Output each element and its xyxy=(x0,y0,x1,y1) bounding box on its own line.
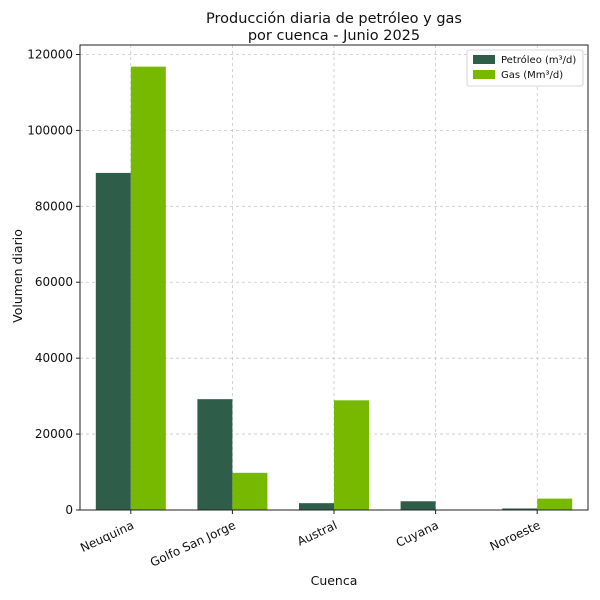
y-tick-label: 100000 xyxy=(27,123,73,137)
bar-gas-0 xyxy=(130,66,166,511)
chart-title-line-2: por cuenca - Junio 2025 xyxy=(248,28,420,44)
bar-gas-2 xyxy=(334,400,369,510)
y-tick-label: 60000 xyxy=(35,275,73,289)
y-tick-label: 40000 xyxy=(35,351,73,365)
bar-petroleo-4 xyxy=(502,508,538,510)
bar-petroleo-2 xyxy=(299,503,334,510)
x-tick-label: Cuyana xyxy=(394,518,441,550)
plot-frame xyxy=(79,44,589,511)
legend-frame xyxy=(466,49,584,87)
bar-gas-1 xyxy=(232,472,268,510)
bar-gas-4 xyxy=(537,498,573,510)
chart-title-line-1: Producción diaria de petróleo y gas xyxy=(206,11,462,27)
x-tick-label: Austral xyxy=(295,518,339,549)
bar-petroleo-0 xyxy=(95,172,131,510)
legend: Petróleo (m³/d) Gas (Mm³/d) xyxy=(466,49,584,87)
bar-petroleo-3 xyxy=(400,501,436,510)
y-tick-label: 20000 xyxy=(35,427,73,441)
y-axis-label: Volumen diario xyxy=(10,229,25,323)
y-tick-label: 80000 xyxy=(35,199,73,213)
y-tick-label: 0 xyxy=(65,503,73,517)
legend-label-gas: Gas (Mm³/d) xyxy=(501,70,563,81)
x-tick-label: Noroeste xyxy=(488,518,543,554)
bar-petroleo-1 xyxy=(197,399,233,510)
x-tick-label: Golfo San Jorge xyxy=(148,518,238,570)
x-axis-label: Cuenca xyxy=(311,573,358,588)
y-tick-label: 120000 xyxy=(27,47,73,61)
legend-swatch-petroleo xyxy=(473,55,495,64)
legend-swatch-gas xyxy=(473,70,495,79)
legend-label-petroleo: Petróleo (m³/d) xyxy=(501,54,576,66)
bars-layer xyxy=(95,66,573,511)
x-tick-label: Neuquina xyxy=(78,518,136,555)
